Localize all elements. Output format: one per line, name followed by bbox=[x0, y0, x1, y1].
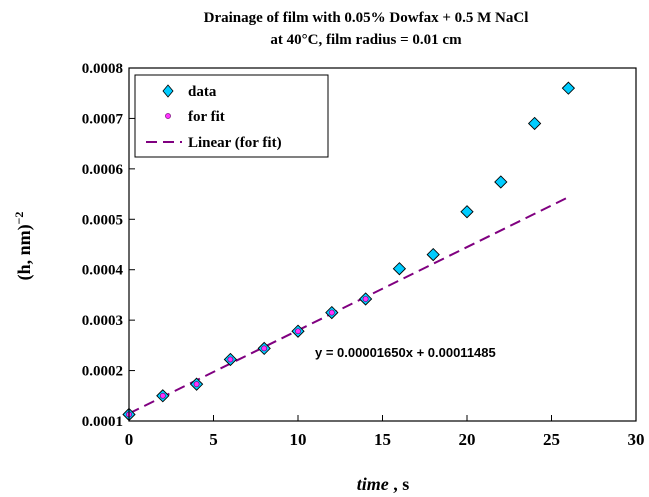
legend-for-fit-marker bbox=[165, 113, 171, 119]
for-fit-series bbox=[126, 296, 369, 418]
y-tick-label: 0.0007 bbox=[82, 111, 124, 127]
x-tick-label: 10 bbox=[290, 430, 307, 449]
x-tick-label: 30 bbox=[628, 430, 645, 449]
data-point bbox=[392, 262, 407, 276]
y-axis-label: (h, nm)−2 bbox=[12, 212, 35, 281]
legend-for-fit-label: for fit bbox=[188, 109, 225, 125]
for-fit-point bbox=[328, 309, 335, 316]
data-point bbox=[561, 81, 576, 95]
legend-data-marker bbox=[162, 84, 174, 98]
x-tick-label: 20 bbox=[459, 430, 476, 449]
x-axis-label: time , s bbox=[357, 474, 410, 494]
y-tick-label: 0.0005 bbox=[82, 212, 123, 228]
legend-linear-label: Linear (for fit) bbox=[188, 135, 282, 151]
x-axis-ticks: 0 5 10 15 20 25 30 bbox=[125, 415, 645, 449]
for-fit-point bbox=[159, 392, 166, 399]
x-tick-label: 25 bbox=[543, 430, 560, 449]
x-tick-label: 0 bbox=[125, 430, 134, 449]
data-point bbox=[460, 205, 474, 219]
for-fit-point bbox=[295, 328, 301, 335]
for-fit-point bbox=[362, 296, 369, 302]
for-fit-point bbox=[227, 356, 234, 363]
chart-title-line2: at 40°C, film radius = 0.01 cm bbox=[270, 32, 462, 48]
linear-fit-line bbox=[128, 196, 569, 415]
y-tick-label: 0.0008 bbox=[82, 61, 123, 77]
y-tick-label: 0.0003 bbox=[82, 313, 123, 329]
x-tick-label: 15 bbox=[374, 430, 391, 449]
for-fit-point bbox=[193, 381, 200, 388]
y-tick-label: 0.0002 bbox=[82, 364, 123, 380]
for-fit-point bbox=[261, 345, 268, 352]
y-tick-label: 0.0006 bbox=[82, 162, 124, 178]
data-point bbox=[426, 247, 440, 262]
fit-equation-annotation: y = 0.00001650x + 0.00011485 bbox=[315, 345, 496, 360]
legend-data-label: data bbox=[188, 84, 217, 100]
x-tick-label: 5 bbox=[209, 430, 218, 449]
data-point bbox=[494, 175, 508, 189]
plot-frame bbox=[128, 67, 637, 422]
chart-title-line1: Drainage of film with 0.05% Dowfax + 0.5… bbox=[204, 10, 529, 26]
y-tick-label: 0.0001 bbox=[82, 414, 123, 430]
data-series bbox=[122, 81, 576, 422]
data-point bbox=[527, 116, 542, 131]
y-tick-label: 0.0004 bbox=[82, 263, 124, 279]
legend: data for fit Linear (for fit) bbox=[134, 74, 329, 158]
y-axis-ticks: 0.0001 0.0002 0.0003 0.0004 0.0005 0.0006 0.00… bbox=[82, 61, 135, 430]
